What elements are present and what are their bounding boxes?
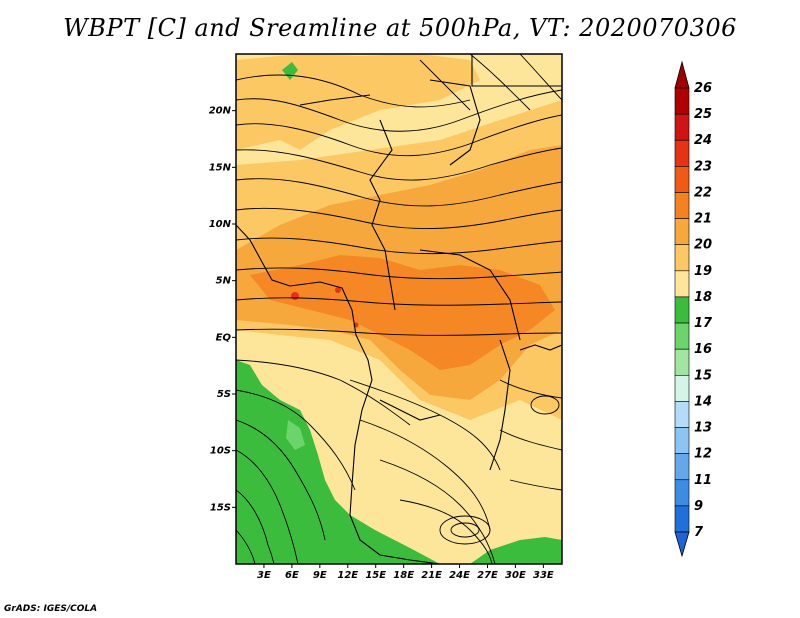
colorbar-label: 21	[694, 212, 712, 227]
lat-tick-label: 10S	[210, 446, 231, 457]
colorbar-label: 20	[694, 238, 712, 253]
colorbar-label: 16	[694, 342, 712, 357]
colorbar-label: 15	[694, 368, 712, 383]
colorbar-swatch	[674, 139, 690, 167]
colorbar-swatch	[674, 479, 690, 507]
lat-tick-label: 5S	[217, 389, 231, 400]
colorbar-swatch	[674, 401, 690, 428]
colorbar-label: 14	[694, 394, 712, 409]
colorbar-swatch	[674, 453, 690, 481]
colorbar-label: 7	[694, 525, 704, 540]
lon-axis: 3E 6E 9E 12E 15E 18E 21E 24E 27E 30E 33E	[257, 564, 554, 581]
colorbar-bottom-arrow	[674, 531, 690, 558]
colorbar-swatch	[674, 505, 690, 533]
colorbar-label: 22	[694, 185, 712, 200]
field-band-18-n	[282, 62, 298, 80]
colorbar-label: 9	[694, 499, 703, 514]
lat-tick-label: 20N	[209, 106, 232, 117]
colorbar-swatch	[674, 244, 690, 272]
lon-tick-label: 15E	[365, 570, 386, 581]
colorbar-swatch	[674, 427, 690, 454]
lon-tick-label: 21E	[421, 570, 442, 581]
lat-tick-label: EQ	[216, 332, 232, 343]
lon-tick-label: 6E	[285, 570, 299, 581]
field-band-18	[236, 360, 440, 564]
colorbar-label: 13	[694, 421, 712, 436]
map-frame	[235, 53, 563, 565]
field-band-17	[286, 420, 305, 450]
colorbar-label: 17	[694, 316, 713, 331]
colorbar-swatch	[674, 270, 690, 298]
colorbar: 26 25 24 23 22 21 20 19 18 17 16 15 14 13 12 11 9 7	[674, 60, 713, 558]
colorbar-label: 23	[694, 159, 712, 174]
colorbar-swatch	[674, 87, 690, 115]
lat-tick-label: 15S	[210, 502, 231, 513]
lon-tick-label: 3E	[257, 570, 271, 581]
grads-credit: GrADS: IGES/COLA	[4, 604, 98, 614]
colorbar-top-arrow	[674, 60, 690, 89]
lat-axis: 20N 15N 10N 5N EQ 5S 10S 15S	[209, 106, 236, 513]
colorbar-swatch	[674, 374, 690, 402]
colorbar-swatch	[674, 322, 690, 350]
colorbar-swatch	[674, 166, 690, 193]
country-borders	[236, 54, 562, 564]
lon-tick-label: 30E	[505, 570, 526, 581]
colorbar-label: 12	[694, 447, 712, 462]
streamlines	[236, 54, 562, 564]
colorbar-label: 26	[694, 81, 712, 96]
lat-tick-label: 5N	[216, 276, 232, 287]
colorbar-label: 25	[694, 107, 712, 122]
map-panel	[236, 54, 562, 564]
colorbar-label: 18	[694, 290, 712, 305]
chart-title: WBPT [C] and Sreamline at 500hPa, VT: 20…	[63, 14, 737, 42]
field-spot	[335, 287, 341, 293]
lon-tick-label: 9E	[313, 570, 327, 581]
colorbar-swatch	[674, 113, 690, 141]
field-spot	[291, 292, 299, 300]
lat-tick-label: 15N	[209, 162, 232, 173]
lon-tick-label: 18E	[393, 570, 414, 581]
colorbar-swatch	[674, 348, 690, 376]
colorbar-swatch	[674, 218, 690, 246]
lat-tick-label: 10N	[209, 219, 232, 230]
field-band-20	[236, 54, 480, 150]
colorbar-label: 24	[694, 133, 712, 148]
lon-tick-label: 33E	[533, 570, 554, 581]
lon-tick-label: 24E	[449, 570, 470, 581]
colorbar-swatch	[674, 192, 690, 219]
lon-tick-label: 27E	[477, 570, 498, 581]
colorbar-label: 19	[694, 264, 712, 279]
lon-tick-label: 12E	[337, 570, 358, 581]
colorbar-label: 11	[694, 473, 712, 488]
colorbar-swatch	[674, 296, 690, 324]
